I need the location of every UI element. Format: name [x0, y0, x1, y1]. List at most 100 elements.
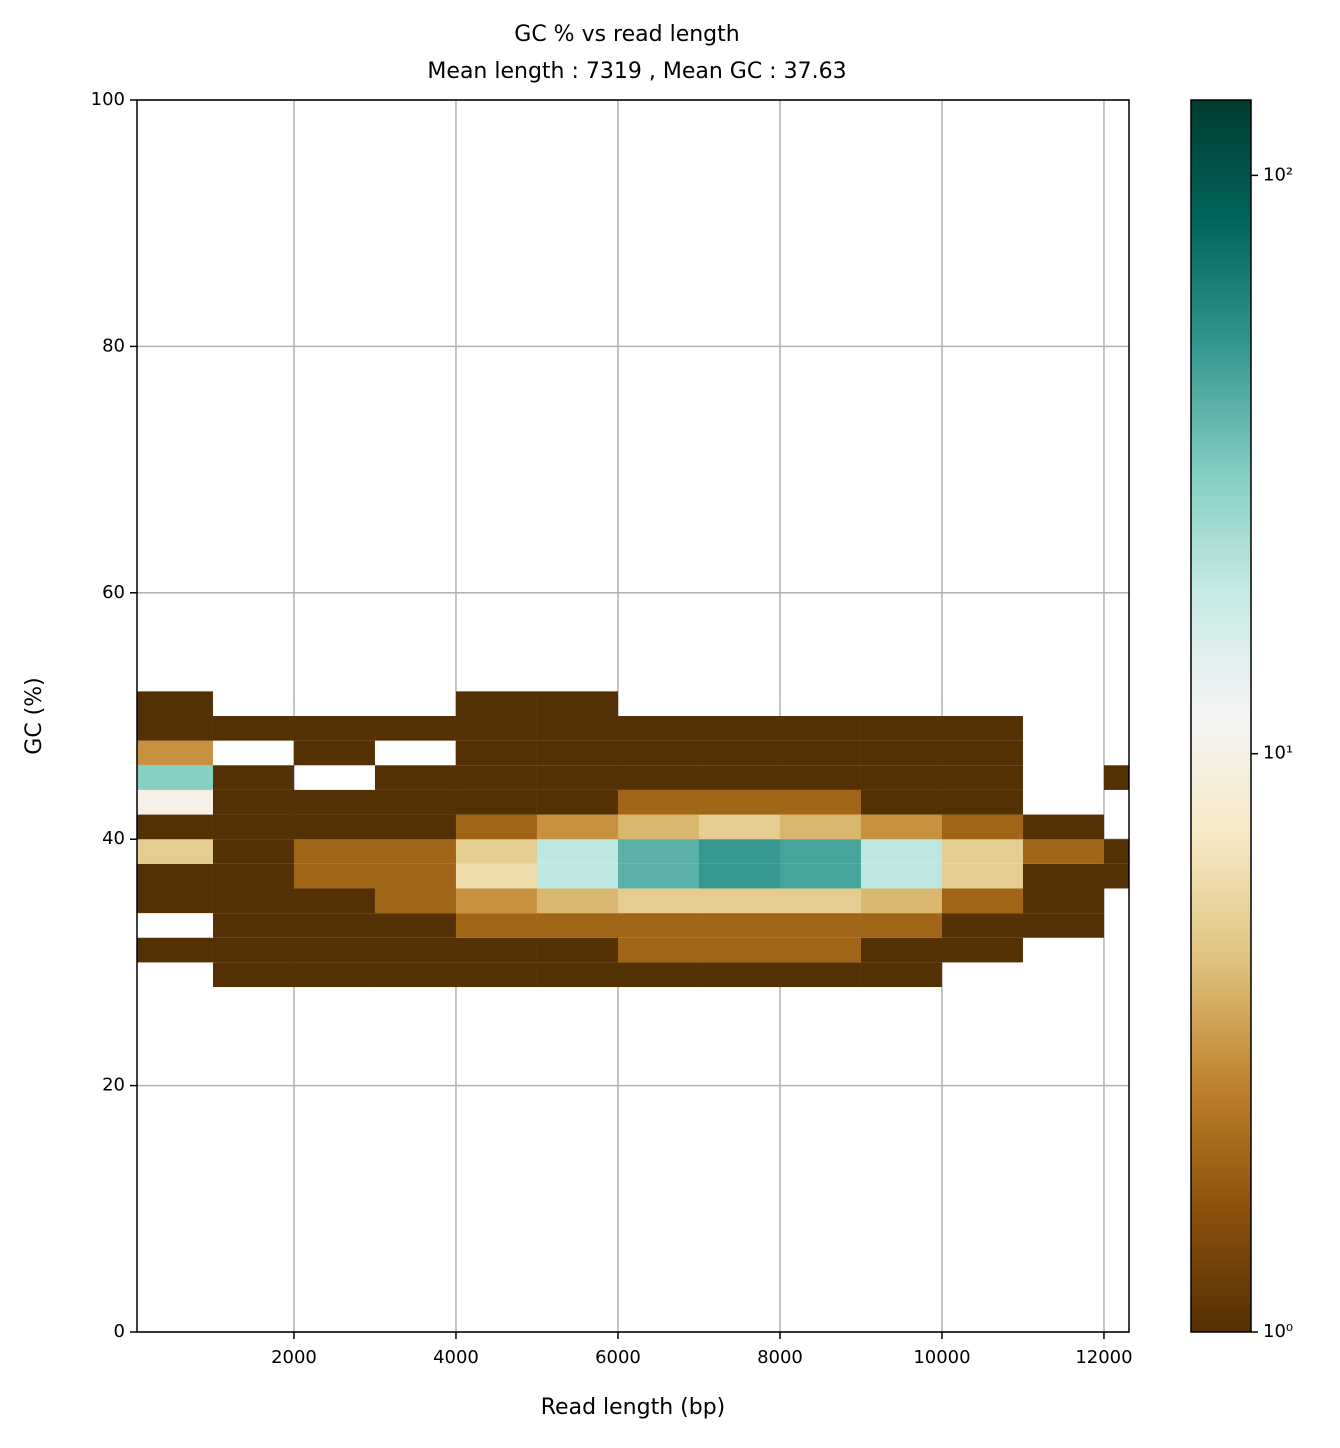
y-tick-label: 0 — [114, 1321, 125, 1342]
heatmap-cell — [374, 839, 456, 864]
heatmap-cell — [536, 863, 618, 889]
heatmap-cell — [617, 765, 699, 790]
heatmap-cell — [779, 765, 861, 790]
heatmap-cell — [137, 740, 213, 766]
heatmap-cell — [374, 962, 456, 988]
heatmap-cell — [779, 937, 861, 963]
heatmap-cell — [374, 716, 456, 741]
heatmap-cell — [860, 863, 942, 889]
heatmap-cell — [698, 789, 780, 815]
heatmap-cell — [212, 913, 294, 938]
heatmap-cell — [617, 839, 699, 864]
heatmap-cell — [860, 716, 942, 741]
plot-frame — [136, 99, 1130, 1333]
heatmap-cell — [137, 716, 213, 741]
heatmap-cell — [212, 839, 294, 864]
heatmap-cell — [779, 962, 861, 988]
heatmap-cell — [941, 740, 1023, 766]
y-tick-label: 40 — [102, 828, 125, 849]
heatmap-cell — [617, 740, 699, 766]
heatmap-cell — [137, 888, 213, 914]
heatmap-cell — [1022, 814, 1104, 840]
heatmap-cell — [293, 888, 375, 914]
colorbar-tick-label: 10⁰ — [1263, 1321, 1293, 1342]
heatmap-cell — [698, 913, 780, 938]
heatmap-cell — [455, 937, 537, 963]
heatmap-cell — [374, 863, 456, 889]
heatmap-cell — [536, 839, 618, 864]
heatmap-cell — [293, 913, 375, 938]
heatmap-cell — [212, 789, 294, 815]
heatmap-cell — [779, 789, 861, 815]
heatmap-cell — [860, 962, 942, 988]
heatmap-cell — [536, 937, 618, 963]
heatmap-cell — [941, 913, 1023, 938]
heatmap-cell — [698, 740, 780, 766]
heatmap-cell — [1103, 863, 1129, 889]
heatmap-cell — [374, 789, 456, 815]
heatmap-cell — [941, 863, 1023, 889]
heatmap-cell — [779, 740, 861, 766]
x-tick-label: 6000 — [595, 1347, 641, 1368]
heatmap-cell — [779, 839, 861, 864]
heatmap-cell — [860, 839, 942, 864]
heatmap-cell — [779, 863, 861, 889]
heatmap-cell — [941, 937, 1023, 963]
heatmap-cell — [374, 913, 456, 938]
y-tick-label: 100 — [91, 89, 125, 110]
x-tick-label: 4000 — [433, 1347, 479, 1368]
heatmap-cell — [293, 863, 375, 889]
x-tick-label: 10000 — [913, 1347, 970, 1368]
heatmap-cell — [293, 937, 375, 963]
y-tick-label: 80 — [102, 335, 125, 356]
heatmap-cell — [137, 789, 213, 815]
heatmap-cell — [779, 913, 861, 938]
heatmap-cell — [293, 740, 375, 766]
x-tick-label: 8000 — [757, 1347, 803, 1368]
heatmap-cell — [293, 789, 375, 815]
heatmap-cell — [617, 962, 699, 988]
heatmap-cell — [536, 716, 618, 741]
heatmap-cell — [137, 937, 213, 963]
heatmap-cell — [536, 765, 618, 790]
heatmap-cell — [212, 814, 294, 840]
x-tick-label: 2000 — [271, 1347, 317, 1368]
heatmap-cell — [617, 913, 699, 938]
y-axis-label: GC (%) — [22, 677, 47, 754]
colorbar-tick-label: 10¹ — [1263, 743, 1293, 764]
heatmap-cell — [455, 888, 537, 914]
heatmap-cell — [212, 962, 294, 988]
heatmap-cell — [698, 937, 780, 963]
heatmap-cell — [860, 937, 942, 963]
chart-subtitle: Mean length : 7319 , Mean GC : 37.63 — [427, 59, 846, 84]
colorbar-tick-label: 10² — [1263, 164, 1293, 185]
heatmap-cell — [1022, 839, 1104, 864]
heatmap-cell — [617, 814, 699, 840]
heatmap-cell — [293, 814, 375, 840]
heatmap-cell — [212, 937, 294, 963]
heatmap-cell — [137, 765, 213, 790]
colorbar — [1190, 99, 1252, 1333]
heatmap-cell — [536, 913, 618, 938]
heatmap-cell — [617, 863, 699, 889]
heatmap-cell — [941, 888, 1023, 914]
heatmap-cell — [455, 789, 537, 815]
heatmap-cell — [617, 716, 699, 741]
heatmap-cell — [137, 863, 213, 889]
heatmap-cell — [698, 888, 780, 914]
heatmap-cell — [536, 740, 618, 766]
heatmap-cell — [293, 839, 375, 864]
heatmap-cell — [536, 888, 618, 914]
heatmap-cell — [212, 863, 294, 889]
heatmap-cell — [860, 789, 942, 815]
heatmap-cell — [860, 740, 942, 766]
x-axis-label: Read length (bp) — [541, 1395, 726, 1420]
heatmap-cell — [779, 814, 861, 840]
heatmap-cell — [536, 962, 618, 988]
y-tick-label: 60 — [102, 582, 125, 603]
heatmap-cell — [137, 691, 213, 716]
heatmap-cell — [455, 765, 537, 790]
heatmap-cell — [1022, 913, 1104, 938]
heatmap-cell — [1103, 839, 1129, 864]
